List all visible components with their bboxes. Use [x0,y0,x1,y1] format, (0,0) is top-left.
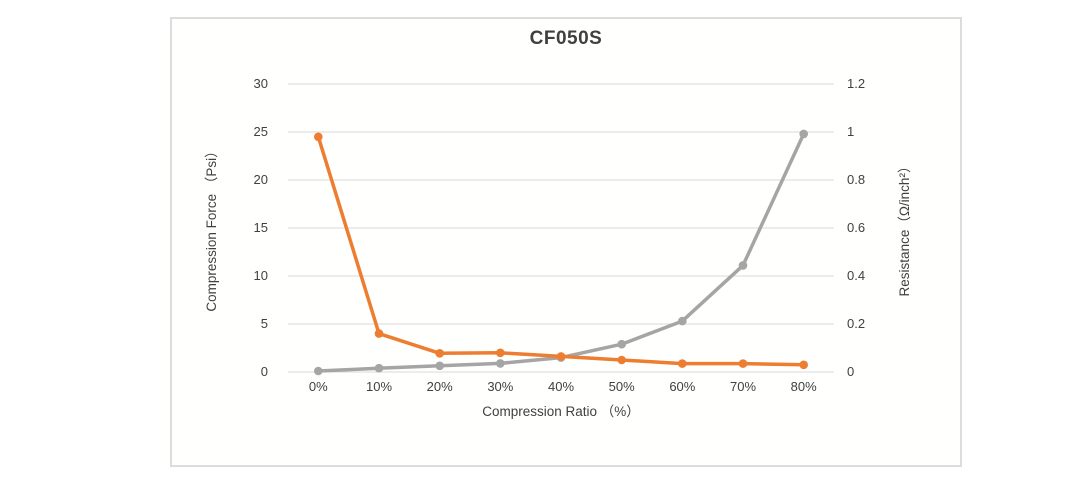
data-point-marker [617,355,626,365]
left-axis-tick-label: 30 [253,76,268,91]
data-point-marker [738,261,748,270]
right-axis-tick-label: 0.8 [847,172,866,187]
left-axis-tick-label: 10 [253,268,268,283]
x-axis-tick-label: 20% [426,379,453,394]
right-axis-tick-label: 0.2 [847,316,866,331]
chart-frame: CF050S Compression Force （Psi） Resistanc… [170,17,962,467]
x-axis-tick-label: 70% [729,379,757,394]
left-axis-tick-label: 0 [260,364,268,379]
x-axis-tick-label: 40% [547,379,575,394]
left-axis-tick-label: 15 [253,220,268,235]
data-point-marker [799,129,808,139]
right-axis-tick-label: 0.6 [847,220,866,235]
x-axis-tick-label: 60% [669,379,696,394]
right-axis-tick-label: 1.2 [847,76,866,91]
x-axis-tick-label: 50% [608,379,635,394]
right-axis-tick-label: 0.4 [847,268,866,283]
chart-title: CF050S [529,28,603,49]
data-point-marker [496,359,505,368]
left-axis-tick-label: 5 [260,316,268,331]
data-point-marker [799,360,808,370]
data-point-marker [435,349,445,358]
data-point-marker [314,366,323,376]
data-point-marker [678,359,687,368]
data-point-marker [556,352,566,361]
data-point-marker [617,339,626,349]
plot-area [288,83,834,376]
data-point-marker [496,348,505,358]
data-point-marker [374,329,384,338]
x-axis-tick-label: 30% [487,379,514,394]
x-axis-tick-label: 0% [308,379,328,394]
data-point-marker [738,359,748,368]
series-line-resistance [316,135,806,367]
right-axis-tick-label: 1 [847,124,855,139]
x-axis-title: Compression Ratio （%） [482,404,640,419]
right-axis-tick-label: 0 [847,364,855,379]
left-axis-tick-label: 20 [253,172,268,187]
x-axis-tick-label: 10% [365,379,393,394]
data-point-marker [678,316,687,326]
left-axis-tick-label: 25 [253,124,268,139]
data-point-marker [435,361,445,371]
series-line-compression-force [316,132,806,373]
data-point-marker [314,132,323,142]
data-point-marker [374,363,384,373]
x-axis-tick-label: 80% [790,379,817,394]
